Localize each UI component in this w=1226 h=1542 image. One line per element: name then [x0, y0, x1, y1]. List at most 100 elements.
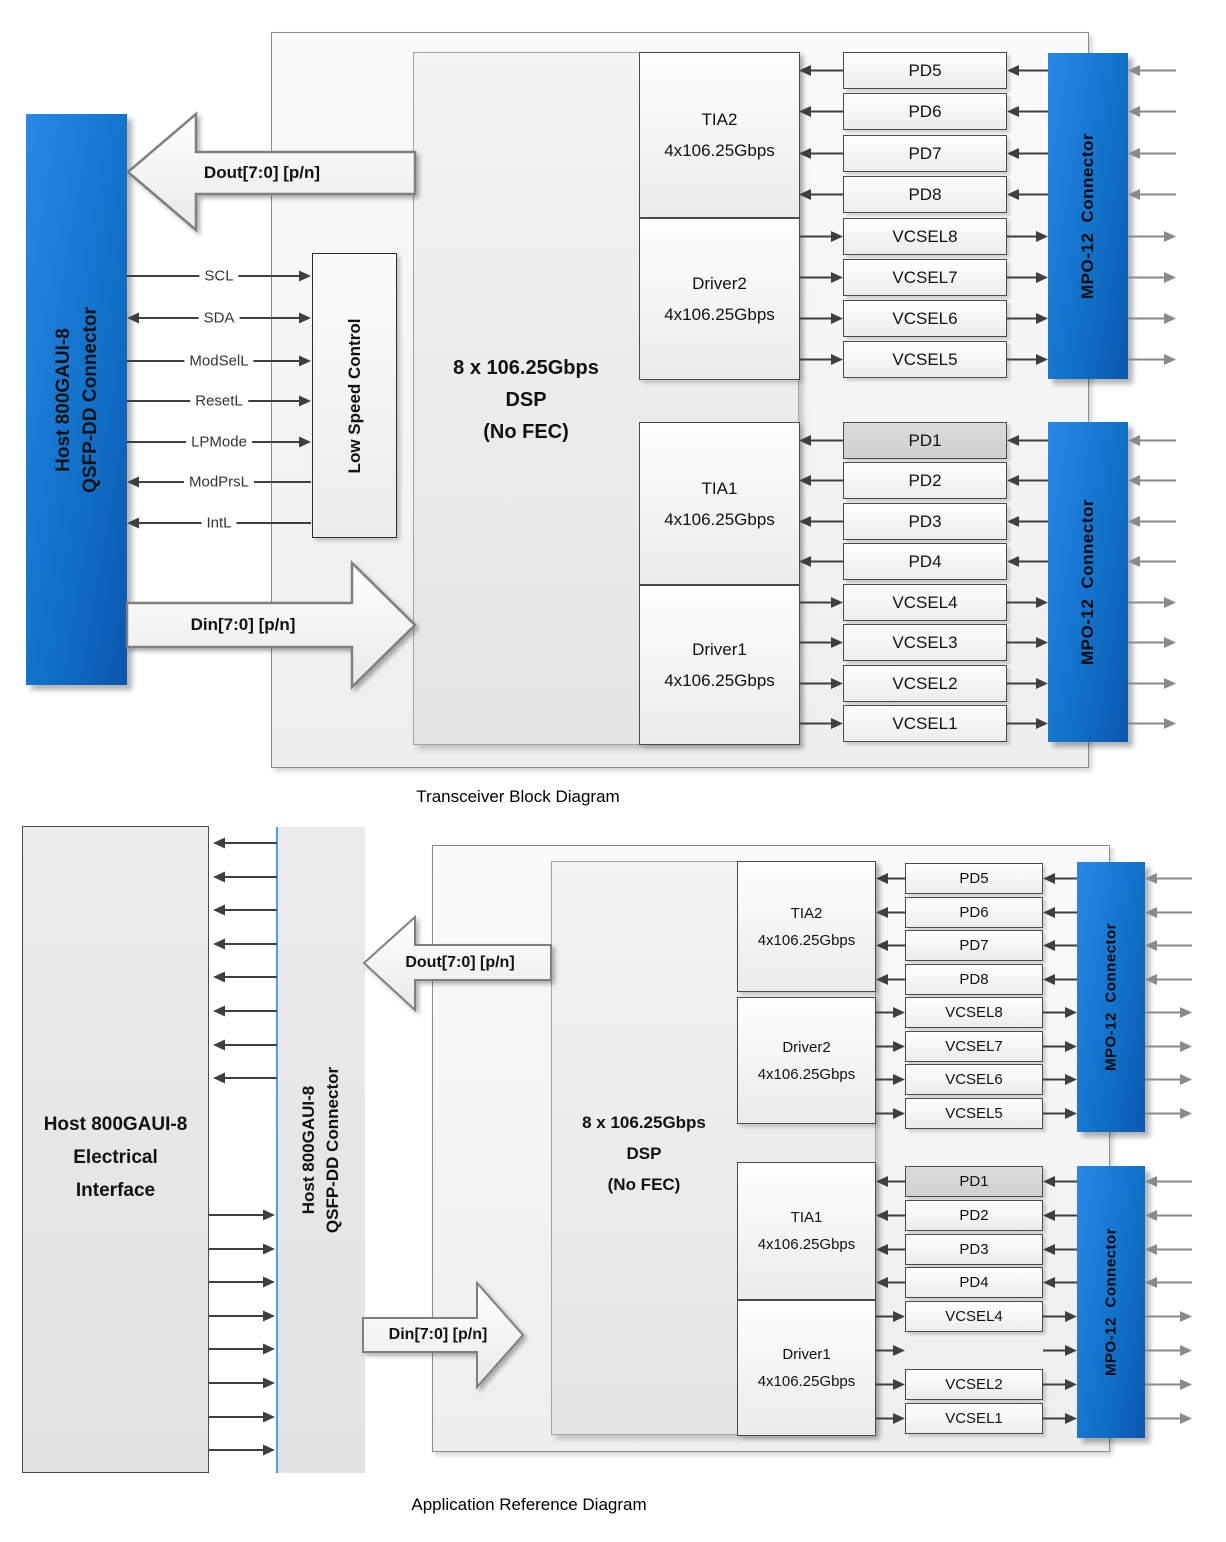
app-host-rx-lane-7 — [213, 1039, 277, 1051]
app-arrow-fiber-out-vcsel2 — [1145, 1379, 1192, 1390]
app-channel-box-pd7: PD7 — [905, 930, 1043, 961]
channel-label: VCSEL2 — [945, 1376, 1003, 1393]
transceiver-dsp-label: 8 x 106.25Gbps DSP (No FEC) — [413, 352, 639, 448]
electrical-line: Host 800GAUI-8 — [43, 1114, 188, 1135]
tia1-title: TIA1 — [701, 478, 738, 498]
app-channel-box-pd2: PD2 — [905, 1200, 1043, 1231]
app-arrow-fiber-in-pd4 — [1145, 1277, 1192, 1288]
signal-label-intl: IntL — [201, 514, 237, 532]
arrow-fiber-in-pd4 — [1128, 556, 1176, 567]
arrow-fiber-out-vcsel4 — [1128, 597, 1176, 608]
channel-label: VCSEL5 — [892, 349, 958, 369]
channel-label: PD1 — [908, 430, 942, 450]
channel-label: PD5 — [908, 60, 942, 80]
app-host-rx-lane-6 — [213, 1005, 277, 1017]
channel-label: PD3 — [959, 1241, 989, 1258]
electrical-line: Electrical — [73, 1147, 158, 1168]
app-mpo-12-connector-box-upper: MPO-12 Connector — [1077, 862, 1145, 1132]
app-host-tx-lane-8 — [209, 1444, 275, 1456]
app-channel-box-pd6: PD6 — [905, 897, 1043, 928]
channel-label: VCSEL7 — [892, 267, 958, 287]
channel-box-vcsel6: VCSEL6 — [843, 300, 1007, 337]
channel-label: VCSEL7 — [945, 1038, 1003, 1055]
driver1-title: Driver1 — [782, 1346, 831, 1363]
app-tia2-box: TIA2 4x106.25Gbps — [737, 861, 876, 992]
arrow-fiber-out-vcsel7 — [1128, 272, 1176, 283]
app-host-tx-lane-4 — [209, 1310, 275, 1322]
tia1-box: TIA1 4x106.25Gbps — [639, 422, 800, 585]
host-electrical-interface-label: Host 800GAUI-8 Electrical Interface — [22, 1108, 209, 1207]
channel-box-vcsel1: VCSEL1 — [843, 705, 1007, 742]
driver2-title: Driver2 — [692, 274, 747, 293]
app-host-tx-lane-2 — [209, 1243, 275, 1255]
app-arrow-fiber-in-pd6 — [1145, 907, 1192, 918]
app-channel-box-pd1: PD1 — [905, 1166, 1043, 1197]
arrow-fiber-out-vcsel2 — [1128, 678, 1176, 689]
app-host-rx-lane-1 — [213, 837, 277, 849]
channel-label: PD2 — [959, 1207, 989, 1224]
arrow-fiber-in-pd1 — [1128, 435, 1176, 446]
driver2-rate: 4x106.25Gbps — [757, 1065, 856, 1083]
signal-label-modsell: ModSelL — [184, 352, 254, 370]
driver2-box: Driver2 4x106.25Gbps — [639, 218, 800, 380]
arrow-fiber-in-pd6 — [1128, 106, 1176, 117]
channel-box-pd1: PD1 — [843, 422, 1007, 459]
low-speed-control-label: Low Speed Control — [344, 318, 364, 473]
app-channel-box-pd5: PD5 — [905, 863, 1043, 894]
channel-box-vcsel7: VCSEL7 — [843, 259, 1007, 296]
channel-label: PD3 — [908, 511, 942, 531]
channel-label: VCSEL8 — [945, 1004, 1003, 1021]
app-arrow-fiber-out-vcsel5 — [1145, 1108, 1192, 1119]
channel-label: PD6 — [908, 101, 942, 121]
driver1-title: Driver1 — [692, 640, 747, 659]
app-arrow-fiber-out-vcsel6 — [1145, 1074, 1192, 1085]
channel-box-pd8: PD8 — [843, 176, 1007, 213]
channel-label: PD4 — [959, 1274, 989, 1291]
app-arrow-fiber-in-pd7 — [1145, 940, 1192, 951]
app-host-tx-lane-6 — [209, 1377, 275, 1389]
app-arrow-fiber-in-pd2 — [1145, 1210, 1192, 1221]
channel-box-pd6: PD6 — [843, 93, 1007, 130]
signal-label-scl: SCL — [199, 267, 239, 285]
app-driver2-box: Driver2 4x106.25Gbps — [737, 997, 876, 1124]
dsp-line: 8 x 106.25Gbps — [453, 357, 599, 379]
app-host-rx-lane-4 — [213, 938, 277, 950]
arrow-fiber-out-vcsel1 — [1128, 718, 1176, 729]
dsp-line: DSP — [626, 1144, 662, 1163]
low-speed-control-box: Low Speed Control — [312, 253, 397, 538]
application-dsp-label: 8 x 106.25Gbps DSP (No FEC) — [551, 1107, 737, 1200]
signal-label-lpmode: LPMode — [186, 433, 252, 451]
host-connector-line1: Host 800GAUI-8 — [52, 327, 74, 472]
arrow-fiber-in-pd5 — [1128, 65, 1176, 76]
channel-label: VCSEL2 — [892, 673, 958, 693]
driver1-rate: 4x106.25Gbps — [757, 1373, 856, 1390]
qsfp-connector-blue-edge — [276, 827, 278, 1473]
app-channel-box-pd4: PD4 — [905, 1267, 1043, 1298]
tia1-title: TIA1 — [790, 1209, 823, 1226]
app-arrow-fiber-out-lane5 — [1145, 1345, 1192, 1356]
arrow-fiber-out-vcsel8 — [1128, 231, 1176, 242]
app-tia1-box: TIA1 4x106.25Gbps — [737, 1162, 876, 1300]
app-channel-box-vcsel5: VCSEL5 — [905, 1098, 1043, 1129]
tia1-rate: 4x106.25Gbps — [757, 1236, 856, 1253]
app-channel-box-vcsel7: VCSEL7 — [905, 1031, 1043, 1062]
channel-label: PD2 — [908, 470, 942, 490]
app-driver1-box: Driver1 4x106.25Gbps — [737, 1300, 876, 1436]
transceiver-diagram-caption: Transceiver Block Diagram — [416, 787, 620, 806]
tia2-title: TIA2 — [790, 904, 823, 922]
channel-box-pd5: PD5 — [843, 52, 1007, 89]
channel-label: PD8 — [908, 184, 942, 204]
dout-arrow-label: Dout[7:0] [p/n] — [203, 163, 321, 182]
arrow-fiber-out-vcsel6 — [1128, 313, 1176, 324]
app-arrow-fiber-out-vcsel1 — [1145, 1413, 1192, 1424]
driver2-rate: 4x106.25Gbps — [664, 305, 775, 324]
dsp-line: (No FEC) — [483, 421, 569, 443]
channel-label: PD7 — [959, 937, 989, 954]
driver1-box: Driver1 4x106.25Gbps — [639, 585, 800, 745]
app-din-arrow-label: Din[7:0] [p/n] — [388, 1326, 488, 1343]
mpo-connector-label: MPO-12 Connector — [1102, 922, 1120, 1072]
app-arrow-fiber-out-vcsel4 — [1145, 1311, 1192, 1322]
driver2-title: Driver2 — [782, 1038, 831, 1056]
channel-label: VCSEL1 — [945, 1410, 1003, 1427]
application-diagram-caption: Application Reference Diagram — [411, 1495, 647, 1514]
